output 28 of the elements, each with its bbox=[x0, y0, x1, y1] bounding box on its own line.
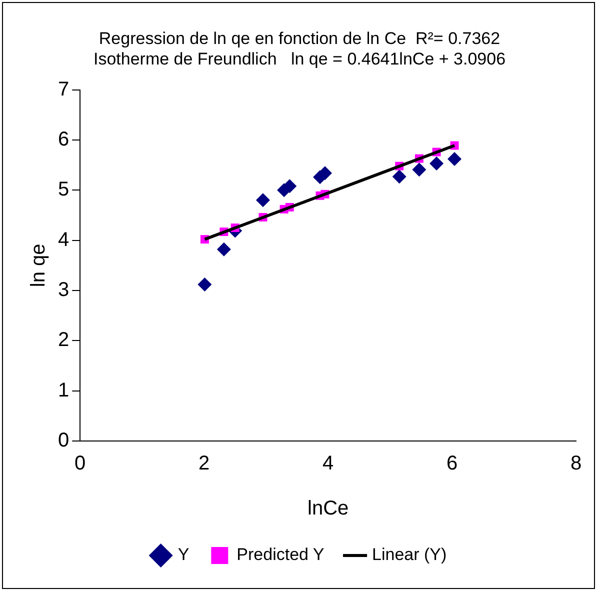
text: Regression de ln qe en fonction de ln Ce R²= 0.7362 bbox=[98, 28, 500, 48]
y-tick-label: 4 bbox=[58, 228, 70, 251]
legend-label: Linear (Y) bbox=[372, 545, 447, 564]
point bbox=[392, 170, 406, 184]
legend-label: Predicted Y bbox=[236, 545, 324, 564]
x-axis-title: lnCe bbox=[307, 498, 349, 520]
point bbox=[430, 156, 444, 171]
y-tick-label: 5 bbox=[58, 178, 70, 201]
point bbox=[198, 277, 212, 292]
legend-label: Y bbox=[178, 545, 190, 564]
point bbox=[256, 193, 270, 208]
x-tick-label: 2 bbox=[198, 452, 210, 475]
x-tick-label: 4 bbox=[322, 452, 334, 475]
point bbox=[448, 152, 462, 166]
x-tick-label: 0 bbox=[74, 452, 86, 475]
y-tick-label: 0 bbox=[58, 430, 70, 452]
x-tick-label: 8 bbox=[570, 452, 582, 475]
text: Isotherme de Freundlich ln qe = 0.4641lnCe + 3.0906 bbox=[93, 49, 506, 68]
y-tick-label: 6 bbox=[58, 128, 70, 150]
point bbox=[216, 242, 231, 256]
point bbox=[282, 179, 297, 194]
y-tick-label: 3 bbox=[58, 279, 70, 301]
y-axis-title: ln qe bbox=[28, 244, 50, 288]
y-tick-label: 1 bbox=[58, 379, 70, 402]
x-tick-label: 6 bbox=[446, 452, 458, 475]
y-tick-label: 7 bbox=[58, 78, 70, 100]
y-tick-label: 2 bbox=[58, 329, 70, 352]
point bbox=[412, 162, 426, 177]
